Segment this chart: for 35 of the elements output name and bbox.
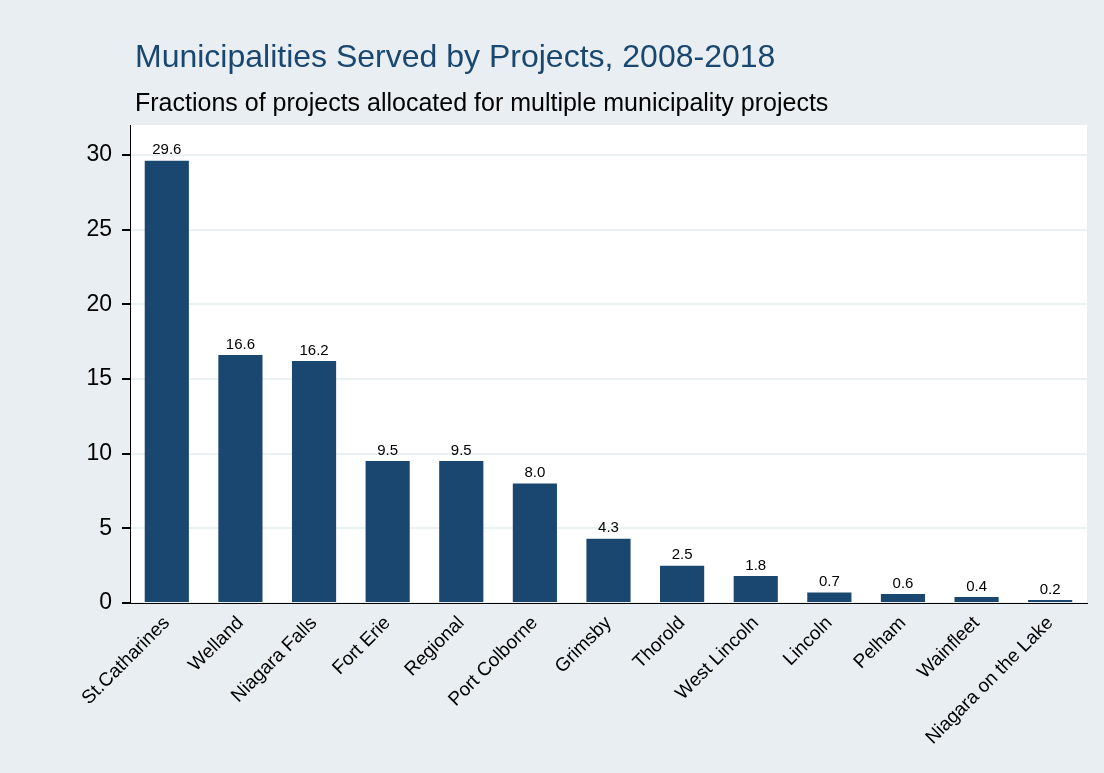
bar (365, 461, 410, 602)
data-label: 9.5 (450, 440, 472, 458)
data-label: 0.4 (966, 576, 988, 594)
y-tick-label: 10 (86, 438, 112, 465)
bar (512, 483, 557, 602)
bar (586, 538, 631, 602)
bar (660, 565, 705, 602)
data-label: 16.6 (225, 334, 256, 352)
bar (291, 361, 337, 602)
y-tick-label: 0 (99, 588, 112, 615)
data-label: 1.8 (745, 555, 767, 573)
data-label: 0.2 (1039, 579, 1061, 597)
data-label: 29.6 (152, 140, 182, 158)
data-label: 0.7 (818, 572, 840, 590)
y-tick-label: 30 (86, 140, 112, 167)
data-label: 16.2 (299, 340, 329, 358)
bar (218, 355, 263, 602)
x-tick-label: Fort Erie (327, 611, 395, 679)
data-label: 8.0 (524, 463, 546, 481)
bar (954, 597, 999, 602)
y-tick-label: 15 (86, 364, 112, 391)
bar (880, 594, 926, 602)
data-label: 4.3 (598, 518, 619, 536)
data-label: 9.5 (377, 440, 399, 458)
bar (144, 160, 189, 602)
data-label: 0.6 (892, 573, 914, 591)
y-tick-label: 5 (99, 513, 112, 540)
y-tick-label: 20 (86, 289, 112, 316)
bar (439, 461, 484, 602)
bar (807, 592, 852, 602)
chart-title: Municipalities Served by Projects, 2008-2018 (135, 38, 776, 75)
data-label: 2.5 (671, 545, 693, 563)
bar (733, 576, 778, 602)
y-tick-label: 25 (86, 214, 112, 241)
chart-subtitle: Fractions of projects allocated for multiple municipality projects (135, 88, 829, 117)
